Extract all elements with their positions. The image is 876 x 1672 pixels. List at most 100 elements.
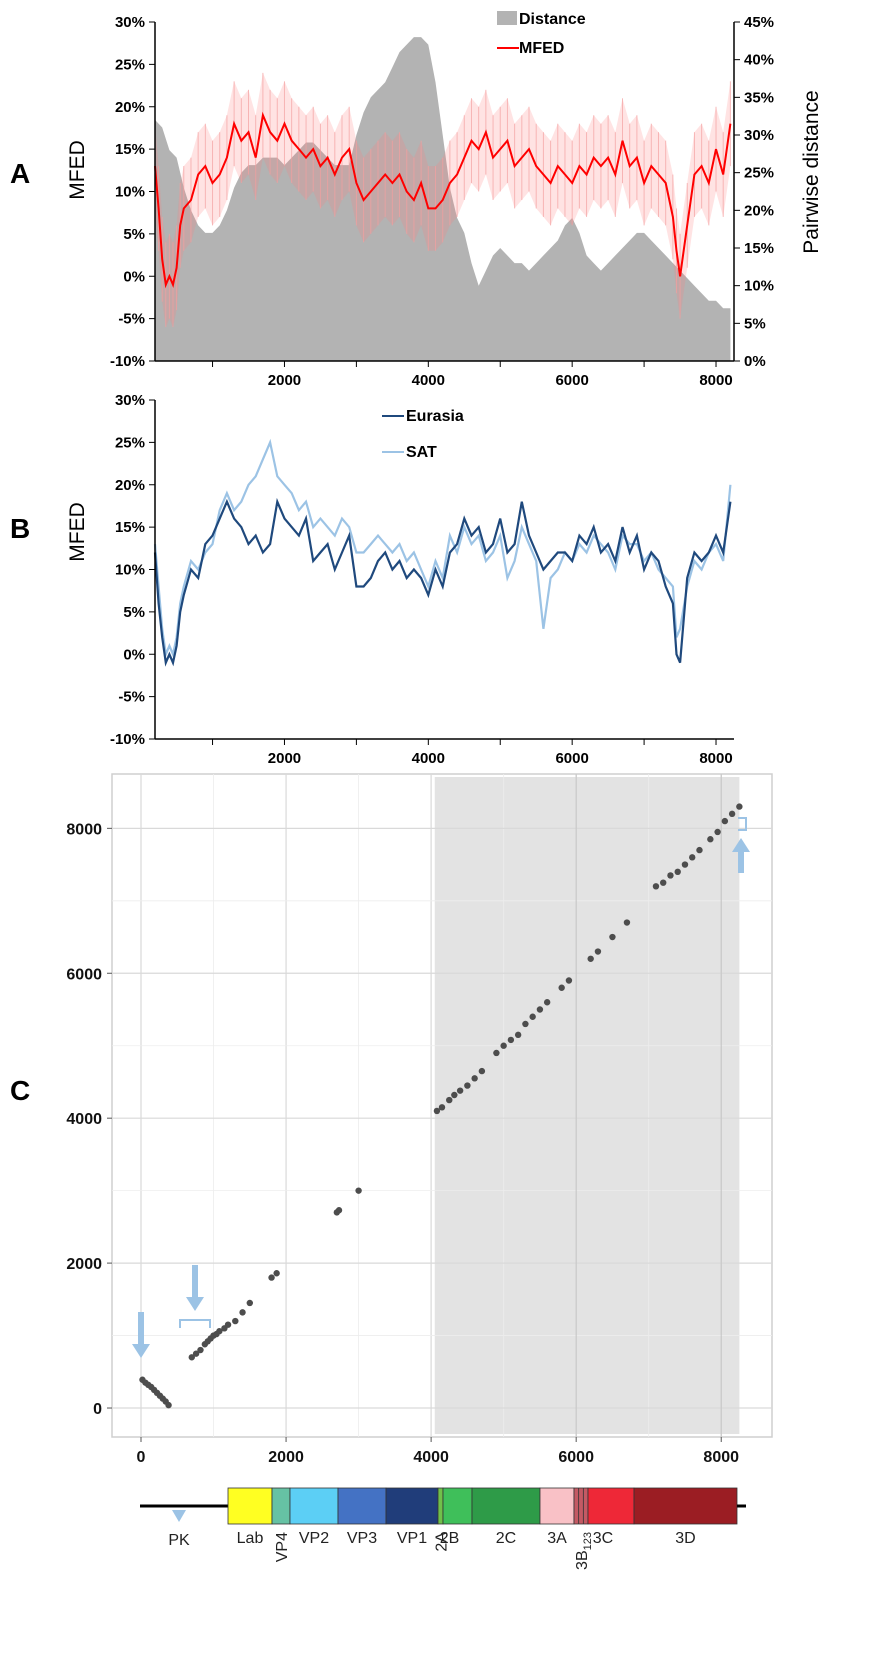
genome-label-vp3: VP3	[347, 1530, 377, 1547]
scatter-point	[728, 810, 736, 818]
scatter-point	[456, 1087, 464, 1094]
scatter-point	[188, 1354, 195, 1361]
genome-segment-vp1	[385, 1487, 439, 1525]
scatter-point	[471, 1075, 478, 1082]
genome-label-3c: 3C	[593, 1530, 613, 1547]
y-tick-label: 20%	[115, 477, 145, 494]
scatter-point	[273, 1270, 280, 1277]
y-tick-label: 25%	[115, 434, 145, 451]
scatter-point	[543, 999, 551, 1006]
arrow-right-head	[732, 838, 750, 852]
arrow-right-shaft	[738, 851, 744, 873]
scatter-point	[268, 1274, 275, 1281]
x-tick-label: 2000	[268, 372, 301, 389]
y-tick-label: -5%	[118, 689, 145, 706]
panel-a-label: A	[10, 158, 30, 189]
right-tick-label: 0%	[744, 353, 766, 370]
legend-label-distance: Distance	[519, 11, 586, 28]
y-tick-label: -10%	[110, 731, 145, 748]
scatter-point	[736, 803, 743, 810]
scatter-point	[707, 836, 714, 843]
scatter-point	[446, 1096, 453, 1104]
genome-segment-lab	[227, 1487, 273, 1525]
genome-label-vp2: VP2	[299, 1530, 329, 1547]
genome-segment-3b	[573, 1487, 589, 1525]
x-tick-label: 6000	[558, 1449, 594, 1466]
series-line-sat	[153, 438, 732, 659]
scatter-point	[652, 883, 660, 890]
genome-label-vp1: VP1	[397, 1530, 427, 1547]
scatter-point	[674, 868, 681, 876]
scatter-point	[438, 1104, 446, 1111]
scatter-point	[232, 1317, 239, 1325]
scatter-point	[216, 1328, 223, 1335]
left-tick-label: -5%	[118, 311, 145, 328]
scatter-point	[335, 1207, 343, 1214]
legend-swatch-distance	[497, 11, 517, 25]
right-tick-label: 45%	[744, 14, 774, 31]
right-tick-label: 35%	[744, 89, 774, 106]
left-tick-label: -10%	[110, 353, 145, 370]
genome-segment-2a	[437, 1487, 444, 1525]
genome-label-3a: 3A	[547, 1530, 567, 1547]
legend-label-eurasia: Eurasia	[406, 408, 464, 425]
right-tick-label: 40%	[744, 52, 774, 69]
right-tick-label: 5%	[744, 315, 766, 332]
right-tick-label: 20%	[744, 202, 774, 219]
scatter-point	[522, 1020, 529, 1028]
x-tick-label: 8000	[703, 1449, 739, 1466]
scatter-point	[224, 1321, 232, 1328]
genome-label-lab: Lab	[237, 1530, 264, 1547]
genome-label-3d: 3D	[675, 1530, 695, 1547]
y-axis-label: MFED	[66, 502, 89, 562]
bracket-right	[738, 817, 747, 831]
left-tick-label: 5%	[123, 226, 145, 243]
scatter-point	[689, 854, 696, 861]
genome-segment-3d	[633, 1487, 738, 1525]
scatter-point	[529, 1013, 536, 1020]
arrow-pk-head	[132, 1344, 150, 1358]
right-tick-label: 30%	[744, 127, 774, 144]
scatter-point	[478, 1067, 486, 1075]
scatter-point	[514, 1031, 522, 1039]
genome-segment-vp2	[289, 1487, 339, 1525]
genome-segment-3c	[587, 1487, 635, 1525]
scatter-point	[714, 828, 721, 836]
scatter-point	[507, 1036, 515, 1044]
y-tick-label: 8000	[66, 821, 102, 838]
scatter-point	[500, 1042, 507, 1049]
x-tick-label: 4000	[412, 750, 445, 767]
right-tick-label: 10%	[744, 278, 774, 295]
y-tick-label: 2000	[66, 1256, 102, 1273]
scatter-point	[246, 1299, 254, 1307]
x-tick-label: 2000	[268, 1449, 304, 1466]
left-tick-label: 30%	[115, 14, 145, 31]
series-line-eurasia	[153, 497, 732, 667]
x-tick-label: 6000	[555, 372, 588, 389]
left-tick-label: 10%	[115, 184, 145, 201]
arrow-pk-shaft	[138, 1312, 144, 1348]
legend-label-sat: SAT	[406, 444, 437, 461]
right-tick-label: 25%	[744, 165, 774, 182]
right-tick-label: 15%	[744, 240, 774, 257]
genome-label-3b-main: 3B	[574, 1550, 591, 1570]
scatter-point	[609, 933, 616, 941]
genome-segment-2b	[442, 1487, 473, 1525]
scatter-point	[594, 948, 602, 955]
scatter-point	[721, 817, 729, 825]
scatter-point	[192, 1350, 200, 1357]
left-tick-label: 20%	[115, 99, 145, 116]
panel-a-chart: A -10% -5% 0% 5% 10% 15% 20% 25% 30% 0% 5% 10% 15% 20%…	[10, 11, 823, 389]
y-tick-label: 4000	[66, 1111, 102, 1128]
scatter-point	[165, 1401, 172, 1409]
bracket-left	[179, 1319, 211, 1328]
left-tick-label: 15%	[115, 141, 145, 158]
genome-segment-vp3	[337, 1487, 387, 1525]
panel-b-label: B	[10, 513, 30, 544]
genome-segment-vp4	[271, 1487, 291, 1525]
scatter-point	[493, 1049, 500, 1057]
x-tick-label: 2000	[268, 750, 301, 767]
scatter-point	[451, 1091, 458, 1099]
genome-label-vp4: VP4	[274, 1532, 291, 1562]
